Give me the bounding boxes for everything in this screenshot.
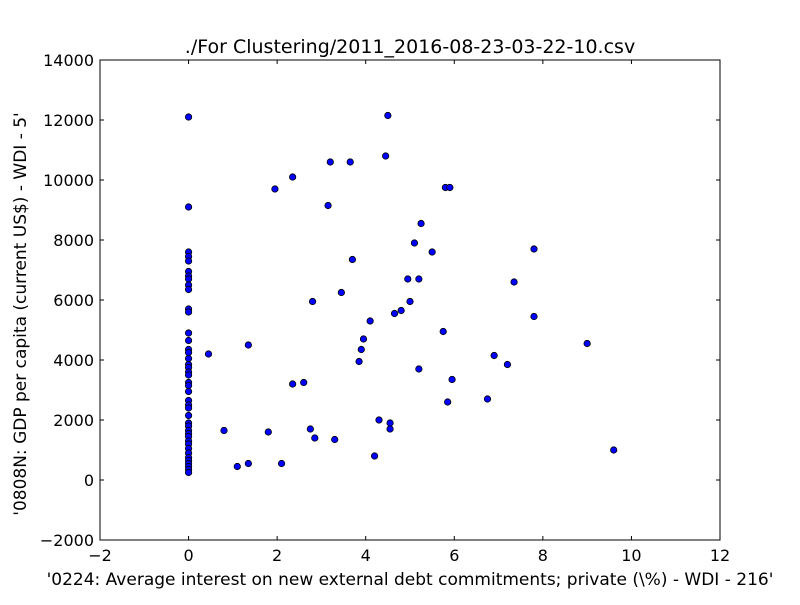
data-point [530, 312, 538, 321]
y-tick-label: 2000 [53, 411, 94, 430]
data-point [184, 354, 193, 363]
data-point [326, 158, 334, 166]
axis-ticks: −2 0 2 4 6 8 10 12 −2000 0 2000 4000 6000 8000 10000 12… [40, 51, 730, 565]
data-point [184, 411, 193, 420]
data-point [244, 341, 252, 349]
data-point [428, 248, 436, 256]
y-tick-label: 10000 [43, 171, 94, 190]
x-tick-label: 2 [272, 546, 282, 565]
data-point [184, 113, 193, 121]
x-tick-label: 0 [183, 546, 193, 565]
data-point [510, 278, 518, 286]
data-point [184, 468, 193, 477]
y-tick-label: 6000 [53, 291, 94, 310]
data-point [204, 350, 213, 358]
data-point [410, 239, 419, 247]
data-point [448, 375, 456, 384]
y-tick-label: 4000 [53, 351, 94, 370]
data-point [346, 158, 354, 166]
data-point [446, 183, 454, 192]
data-point [184, 381, 193, 390]
data-point [184, 336, 193, 345]
x-axis-label: '0224: Average interest on new external … [47, 570, 774, 590]
data-point [289, 380, 297, 388]
data-point [355, 357, 363, 366]
data-point [386, 425, 394, 433]
data-point [610, 446, 618, 454]
y-tick-label: −2000 [40, 531, 94, 550]
data-point [324, 201, 332, 210]
y-tick-label: 0 [84, 471, 94, 490]
data-point [366, 317, 374, 325]
data-point [311, 434, 319, 442]
data-point [415, 275, 423, 283]
data-point [184, 404, 193, 412]
data-point [184, 257, 193, 265]
data-point [390, 309, 399, 318]
data-point [490, 351, 498, 360]
data-point [289, 173, 297, 181]
data-point [406, 297, 414, 306]
x-tick-label: 12 [710, 546, 730, 565]
data-point [331, 435, 339, 444]
data-point [386, 419, 394, 427]
y-tick-label: 14000 [43, 51, 94, 70]
data-point [483, 395, 492, 403]
data-point [404, 275, 412, 283]
data-point [271, 185, 279, 193]
chart-title: ./For Clustering/2011_2016-08-23-03-22-1… [185, 36, 635, 58]
data-point [337, 288, 345, 297]
y-axis-label: '0808N: GDP per capita (current US$) - W… [11, 112, 31, 515]
data-point [583, 339, 591, 348]
data-point [503, 360, 512, 369]
data-point [357, 345, 365, 354]
data-point [348, 255, 357, 264]
y-tick-label: 8000 [53, 231, 94, 250]
data-point [384, 111, 392, 120]
data-point [397, 306, 405, 315]
data-point [530, 245, 538, 253]
data-point [184, 348, 193, 357]
data-point [184, 203, 193, 211]
y-tick-label: 12000 [43, 111, 94, 130]
data-point [359, 335, 368, 343]
data-point [444, 398, 452, 406]
data-point [370, 452, 379, 460]
data-points [184, 111, 618, 477]
x-tick-label: 6 [449, 546, 459, 565]
x-tick-label: −2 [88, 546, 112, 565]
data-point [415, 365, 423, 373]
data-point [184, 329, 193, 337]
data-point [244, 459, 252, 468]
data-point [382, 152, 390, 160]
data-point [233, 462, 241, 471]
data-point [308, 297, 317, 306]
data-point [220, 426, 228, 435]
data-point [306, 425, 314, 433]
data-point [184, 308, 193, 316]
data-point [184, 387, 193, 396]
data-point [184, 275, 193, 283]
data-point [277, 459, 286, 468]
x-tick-label: 8 [538, 546, 548, 565]
data-point [417, 219, 425, 228]
x-tick-label: 10 [621, 546, 641, 565]
data-point [375, 416, 383, 424]
data-point [439, 327, 447, 336]
data-point [300, 378, 308, 387]
data-point [184, 371, 193, 379]
data-point [184, 285, 193, 294]
data-point [264, 428, 272, 436]
x-tick-label: 4 [361, 546, 371, 565]
